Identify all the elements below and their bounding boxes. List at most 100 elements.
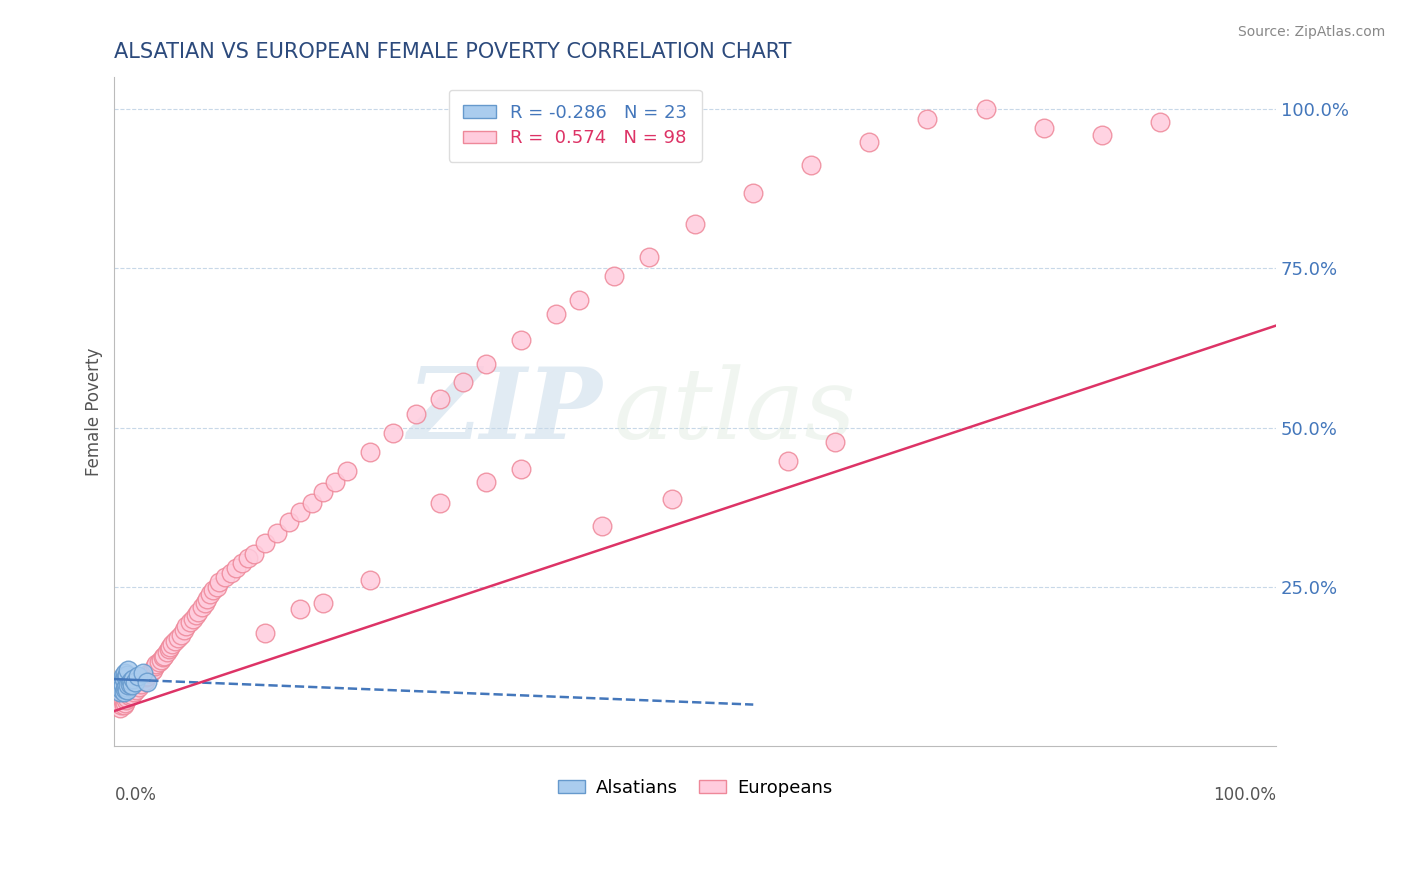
Point: [231, 556, 253, 570]
Point: [603, 268, 626, 283]
Point: [190, 600, 212, 615]
Point: [183, 611, 205, 625]
Point: [132, 665, 155, 680]
Point: [141, 664, 163, 678]
Point: [290, 505, 312, 519]
Point: [176, 619, 198, 633]
Point: [661, 491, 683, 506]
Point: [117, 678, 139, 692]
Text: ZIP: ZIP: [408, 363, 602, 460]
Point: [683, 217, 706, 231]
Point: [510, 462, 533, 476]
Point: [266, 525, 288, 540]
Point: [162, 637, 184, 651]
Point: [323, 475, 346, 489]
Point: [568, 293, 591, 307]
Point: [117, 687, 139, 701]
Point: [254, 536, 277, 550]
Point: [117, 663, 139, 677]
Point: [153, 648, 176, 663]
Point: [128, 681, 150, 695]
Point: [858, 135, 880, 149]
Point: [382, 425, 405, 440]
Point: [510, 333, 533, 347]
Text: 0.0%: 0.0%: [114, 786, 156, 804]
Point: [405, 407, 427, 421]
Point: [208, 574, 231, 589]
Point: [127, 678, 149, 692]
Point: [121, 678, 143, 692]
Point: [148, 655, 170, 669]
Point: [120, 673, 142, 688]
Point: [1032, 121, 1054, 136]
Point: [194, 596, 217, 610]
Point: [112, 685, 135, 699]
Point: [125, 682, 148, 697]
Point: [110, 685, 132, 699]
Point: [277, 515, 299, 529]
Point: [219, 566, 242, 580]
Point: [124, 681, 146, 696]
Point: [429, 392, 451, 406]
Point: [202, 582, 225, 597]
Point: [179, 615, 201, 629]
Point: [135, 670, 157, 684]
Point: [110, 698, 132, 712]
Point: [475, 475, 498, 489]
Point: [142, 663, 165, 677]
Point: [110, 675, 132, 690]
Point: [290, 602, 312, 616]
Point: [195, 592, 218, 607]
Point: [336, 464, 359, 478]
Point: [138, 665, 160, 680]
Point: [122, 682, 145, 697]
Text: Source: ZipAtlas.com: Source: ZipAtlas.com: [1237, 25, 1385, 39]
Point: [115, 670, 138, 684]
Legend: Alsatians, Europeans: Alsatians, Europeans: [551, 772, 839, 804]
Point: [114, 681, 136, 696]
Point: [114, 696, 136, 710]
Point: [187, 605, 209, 619]
Point: [167, 631, 190, 645]
Point: [173, 623, 195, 637]
Point: [143, 659, 166, 673]
Point: [156, 645, 179, 659]
Point: [475, 357, 498, 371]
Point: [205, 580, 228, 594]
Point: [118, 690, 141, 704]
Point: [122, 672, 145, 686]
Point: [111, 669, 134, 683]
Text: 100.0%: 100.0%: [1213, 786, 1277, 804]
Point: [1091, 128, 1114, 142]
Point: [129, 676, 152, 690]
Point: [121, 688, 143, 702]
Point: [124, 675, 146, 690]
Point: [1149, 115, 1171, 129]
Point: [800, 158, 823, 172]
Point: [115, 682, 138, 697]
Point: [359, 444, 381, 458]
Point: [122, 685, 145, 699]
Point: [136, 669, 159, 683]
Point: [111, 678, 134, 692]
Point: [742, 186, 765, 201]
Point: [136, 675, 159, 690]
Point: [198, 587, 221, 601]
Point: [544, 307, 567, 321]
Point: [451, 375, 474, 389]
Y-axis label: Female Poverty: Female Poverty: [86, 347, 103, 475]
Point: [169, 627, 191, 641]
Point: [115, 688, 138, 702]
Point: [110, 700, 132, 714]
Point: [591, 519, 613, 533]
Point: [159, 640, 181, 655]
Point: [974, 102, 997, 116]
Point: [112, 672, 135, 686]
Point: [134, 673, 156, 688]
Point: [114, 665, 136, 680]
Point: [115, 667, 138, 681]
Text: ALSATIAN VS EUROPEAN FEMALE POVERTY CORRELATION CHART: ALSATIAN VS EUROPEAN FEMALE POVERTY CORR…: [114, 42, 792, 62]
Point: [157, 642, 180, 657]
Point: [254, 625, 277, 640]
Point: [152, 649, 174, 664]
